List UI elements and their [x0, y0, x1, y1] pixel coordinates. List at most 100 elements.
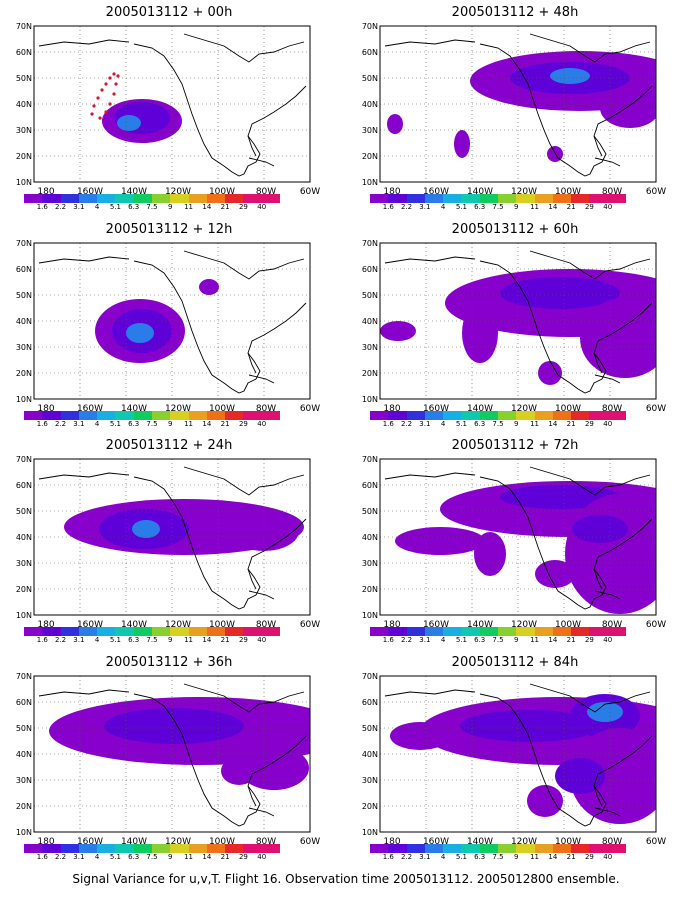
- longitude-label: 60W: [646, 620, 666, 630]
- latitude-label: 20N: [16, 585, 32, 594]
- colorbar-swatch: [24, 194, 43, 203]
- longitude-label: 60W: [300, 404, 320, 414]
- colorbar-label: 5.1: [109, 853, 121, 861]
- colorbar-swatch: [534, 627, 553, 636]
- longitude-label: 120W: [511, 837, 537, 847]
- colorbar-swatch: [589, 627, 608, 636]
- longitude-label: 120W: [165, 187, 191, 197]
- longitude-label: 100W: [555, 404, 581, 414]
- colorbar-label: 3.1: [73, 203, 85, 211]
- longitude-label: 100W: [209, 837, 235, 847]
- colorbar-label: 6.3: [128, 203, 140, 211]
- colorbar-swatch: [534, 194, 553, 203]
- longitude-label: 140W: [121, 620, 147, 630]
- colorbar-label: 4: [94, 203, 100, 211]
- colorbar-swatch: [60, 194, 79, 203]
- latitude-label: 60N: [362, 265, 378, 274]
- coastline: [247, 785, 257, 807]
- coastline: [38, 39, 130, 47]
- colorbar-swatch: [424, 844, 444, 853]
- latitude-label: 10N: [16, 828, 32, 837]
- latitude-label: 40N: [362, 317, 378, 326]
- colorbar-swatch: [497, 844, 517, 853]
- panel-title: 2005013112 + 60h: [451, 222, 579, 237]
- latitude-label: 60N: [16, 481, 32, 490]
- colorbar-label: 7.5: [146, 853, 158, 861]
- latitude-label: 30N: [362, 559, 378, 568]
- variance-region: [572, 515, 628, 543]
- longitude-label: 160W: [77, 187, 103, 197]
- colorbar-swatch: [97, 194, 116, 203]
- observation-point: [92, 104, 96, 108]
- colorbar-swatch: [243, 844, 262, 853]
- observation-point: [114, 82, 118, 86]
- latitude-label: 70N: [16, 455, 32, 464]
- colorbar-label: 5.1: [109, 203, 121, 211]
- longitude-label: 160W: [423, 620, 449, 630]
- colorbar-label: 40: [257, 636, 267, 644]
- latitude-label: 40N: [16, 100, 32, 109]
- variance-region: [565, 494, 656, 614]
- colorbar-swatch: [78, 411, 98, 420]
- colorbar-swatch: [115, 194, 134, 203]
- colorbar-swatch: [97, 411, 116, 420]
- colorbar-label: 14: [202, 853, 212, 861]
- colorbar-swatch: [424, 194, 444, 203]
- map-panel: 2005013112 + 84h 70N 60N 50N 40N 30N 20N 10N 180…: [350, 656, 680, 866]
- colorbar-label: 6.3: [474, 420, 486, 428]
- longitude-label: 180: [383, 187, 400, 197]
- variance-region: [199, 279, 219, 295]
- colorbar-label: 29: [584, 203, 594, 211]
- colorbar-swatch: [42, 627, 61, 636]
- latitude-label: 50N: [16, 291, 32, 300]
- colorbar-swatch: [170, 194, 189, 203]
- coastline: [593, 568, 603, 590]
- latitude-label: 20N: [16, 369, 32, 378]
- colorbar-swatch: [534, 844, 553, 853]
- latitude-label: 70N: [362, 22, 378, 31]
- colorbar-swatch: [188, 844, 207, 853]
- longitude-label: 160W: [77, 404, 103, 414]
- colorbar-label: 11: [530, 203, 540, 211]
- colorbar: 1.6 2.2 3.1 4 5.1 6.3 7.5 9 11 14 21 29 40: [370, 194, 626, 214]
- variance-map: 70N 60N 50N 40N 30N 20N 10N 180 160W 140W 120W 100W…: [16, 672, 320, 847]
- colorbar-swatch: [42, 194, 61, 203]
- longitude-label: 100W: [209, 620, 235, 630]
- colorbar-swatch: [151, 627, 171, 636]
- variance-region: [550, 68, 590, 84]
- colorbar-swatch: [443, 844, 462, 853]
- colorbar-label: 3.1: [419, 636, 431, 644]
- latitude-label: 40N: [362, 100, 378, 109]
- colorbar: 1.6 2.2 3.1 4 5.1 6.3 7.5 9 11 14 21 29 40: [370, 411, 626, 431]
- latitude-label: 60N: [16, 698, 32, 707]
- longitude-label: 100W: [555, 837, 581, 847]
- colorbar-swatch: [479, 411, 498, 420]
- colorbar-label: 40: [257, 853, 267, 861]
- colorbar-swatch: [206, 194, 226, 203]
- variance-region: [535, 560, 575, 588]
- colorbar-swatch: [243, 627, 262, 636]
- colorbar-swatch: [78, 627, 98, 636]
- colorbar-label: 9: [168, 636, 173, 644]
- coastline: [248, 374, 275, 384]
- colorbar-label: 29: [584, 420, 594, 428]
- colorbar-label: 40: [257, 420, 267, 428]
- colorbar-label: 2.2: [400, 420, 413, 428]
- observation-point: [98, 116, 102, 120]
- colorbar-label: 14: [202, 636, 212, 644]
- colorbar-swatch: [443, 411, 462, 420]
- latitude-label: 40N: [16, 317, 32, 326]
- colorbar-label: 4: [440, 853, 446, 861]
- colorbar-swatch: [461, 627, 480, 636]
- latitude-label: 50N: [16, 74, 32, 83]
- variance-map: 70N 60N 50N 40N 30N 20N 10N 180 160W 140W 120W 100W…: [16, 239, 320, 414]
- colorbar-swatch: [406, 194, 425, 203]
- colorbar-label: 9: [168, 420, 173, 428]
- colorbar-label: 29: [238, 420, 248, 428]
- coastline: [248, 590, 275, 600]
- observation-point: [108, 102, 112, 106]
- colorbar-label: 2.2: [400, 636, 413, 644]
- latitude-label: 60N: [362, 481, 378, 490]
- longitude-label: 140W: [121, 837, 147, 847]
- colorbar-swatch: [243, 194, 262, 203]
